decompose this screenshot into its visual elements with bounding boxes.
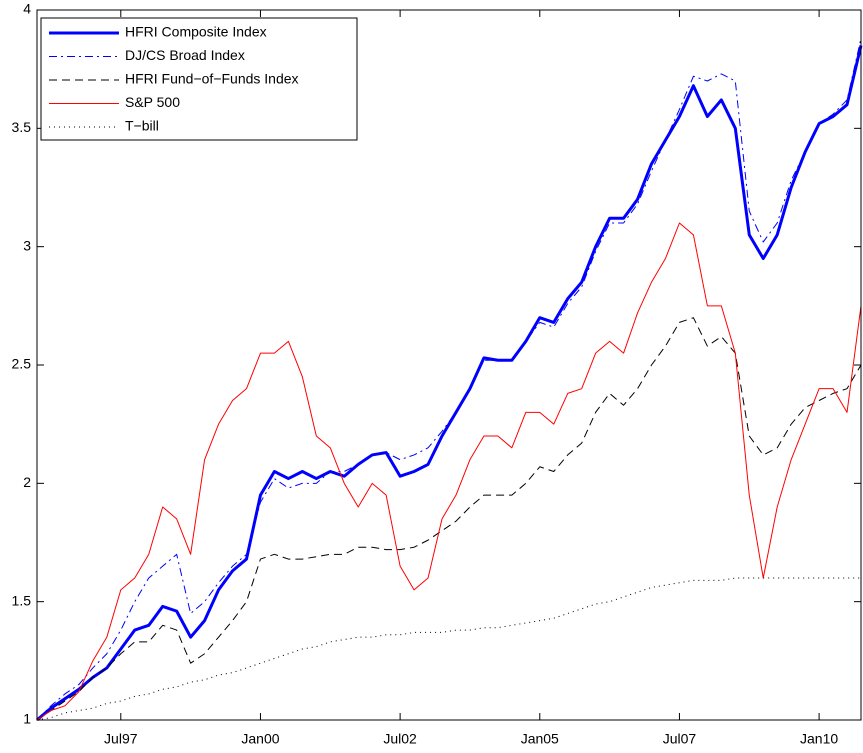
legend-box xyxy=(40,17,358,141)
legend-label: HFRI Composite Index xyxy=(125,24,267,40)
legend-label: S&P 500 xyxy=(125,94,180,110)
x-tick-label: Jan10 xyxy=(800,731,838,747)
x-tick-label: Jan05 xyxy=(521,731,559,747)
y-tick-label: 4 xyxy=(23,1,31,17)
legend-label: T−bill xyxy=(125,118,159,134)
legend-label: DJ/CS Broad Index xyxy=(125,47,245,63)
series-line xyxy=(36,45,863,722)
y-tick-label: 3.5 xyxy=(12,119,32,135)
y-tick-label: 1.5 xyxy=(12,592,32,608)
x-tick-label: Jul97 xyxy=(104,731,138,747)
series-line xyxy=(36,38,862,721)
x-tick-label: Jul07 xyxy=(663,731,697,747)
x-tick-label: Jan00 xyxy=(241,731,279,747)
legend-label: HFRI Fund−of−Funds Index xyxy=(125,71,299,87)
y-tick-label: 1 xyxy=(23,711,31,727)
y-tick-label: 3 xyxy=(23,237,31,253)
y-tick-label: 2.5 xyxy=(12,356,32,372)
axes-box xyxy=(36,9,862,721)
y-tick-label: 2 xyxy=(23,474,31,490)
series-line xyxy=(36,577,861,721)
series-line xyxy=(36,317,862,721)
x-tick-label: Jul02 xyxy=(383,731,417,747)
series-line xyxy=(36,222,862,721)
legend: HFRI Composite Index DJ/CS Broad Index HFR… xyxy=(40,17,358,141)
